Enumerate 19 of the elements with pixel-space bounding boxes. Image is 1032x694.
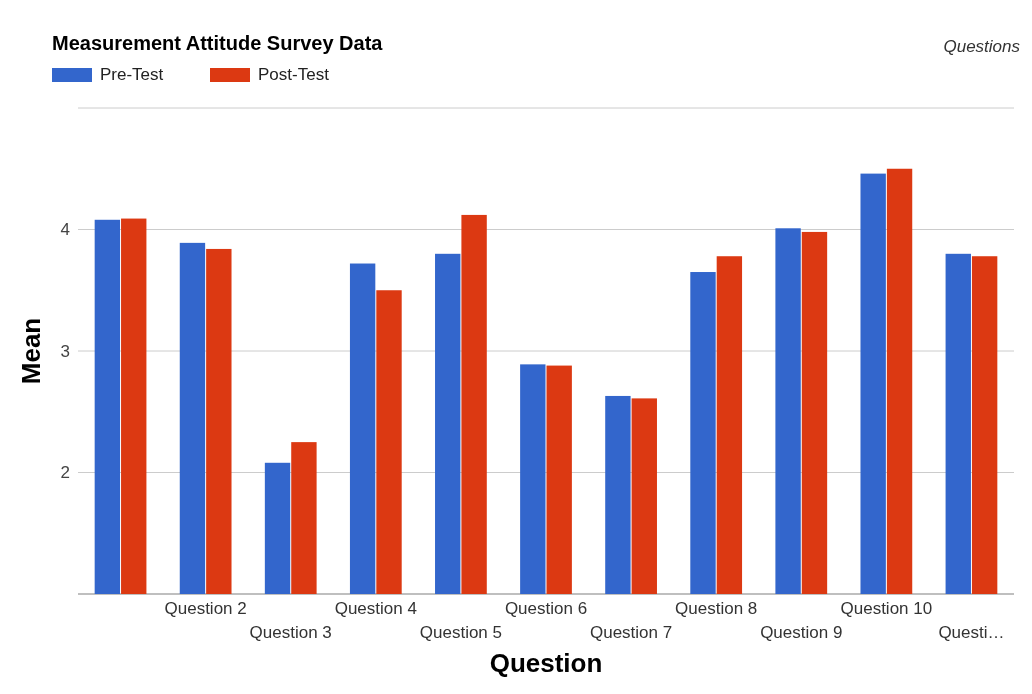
text: Questions <box>943 37 1021 56</box>
y-axis-title: Mean <box>16 317 46 385</box>
x-tick-label: Question 8 <box>675 599 758 618</box>
y-tick-label: 3 <box>60 341 70 361</box>
x-tick-label: Question 7 <box>589 623 673 642</box>
y-tick-label: 4 <box>60 220 70 240</box>
y-tick-label: 2 <box>60 463 70 483</box>
x-tick-label: Question 5 <box>419 623 503 642</box>
legend-label: Pre-Test <box>100 65 164 84</box>
x-tick-label: Question 10 <box>840 599 933 618</box>
x-tick-label: Question 9 <box>760 623 843 642</box>
chart-title: Measurement Attitude Survey Data <box>52 32 384 54</box>
x-tick-label: Question 3 <box>249 623 332 642</box>
x-tick-label: Question 2 <box>164 599 247 618</box>
legend-label: Post-Test <box>258 65 330 84</box>
x-tick-label: Questi… <box>938 623 1005 642</box>
x-tick-label: Question 4 <box>334 599 417 618</box>
x-axis-title: Question <box>489 648 603 678</box>
x-tick-label: Question 6 <box>504 599 588 618</box>
